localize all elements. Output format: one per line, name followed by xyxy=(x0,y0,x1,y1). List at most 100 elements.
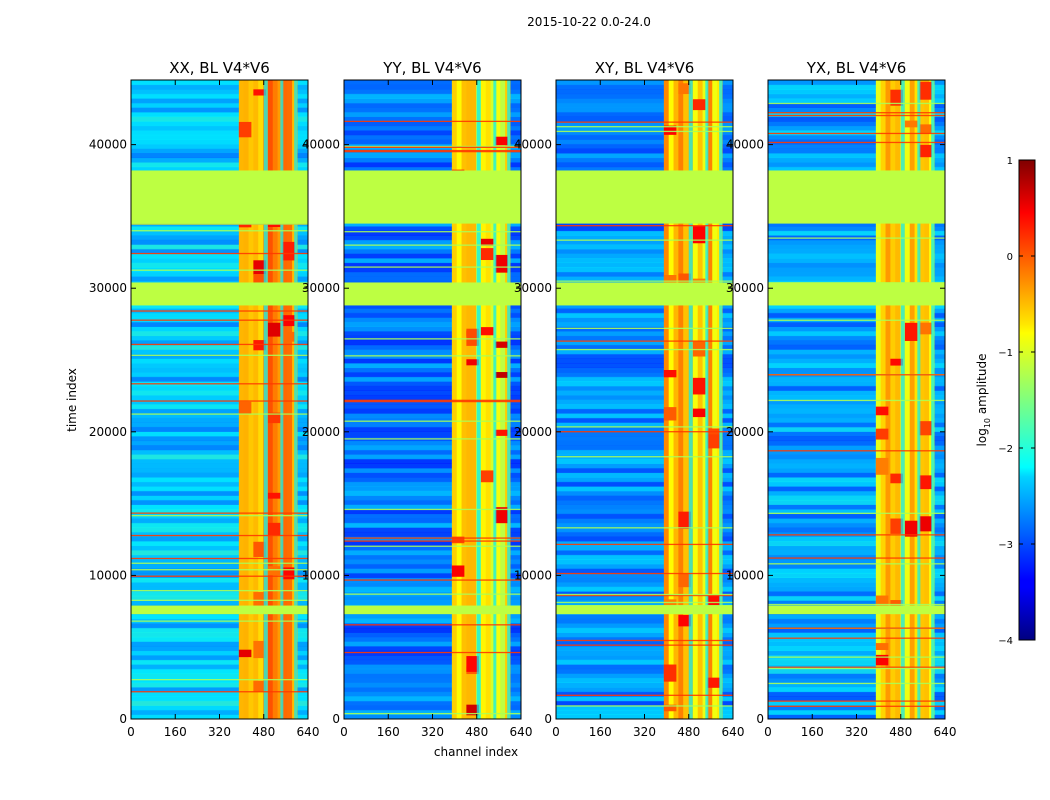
rfi-hot-block xyxy=(495,254,508,273)
heatmap-row xyxy=(768,107,945,113)
heatmap-row xyxy=(131,586,308,592)
heatmap-row xyxy=(131,344,308,350)
heatmap-row xyxy=(768,102,945,108)
rfi-streak xyxy=(344,712,521,715)
heatmap-row xyxy=(131,102,308,108)
heatmap-row xyxy=(768,614,945,620)
heatmap-row xyxy=(131,376,308,382)
rfi-column xyxy=(500,80,506,719)
heatmap-row xyxy=(131,636,308,642)
heatmap-row xyxy=(131,486,308,492)
heatmap-row xyxy=(768,449,945,455)
rfi-streak xyxy=(344,231,521,233)
rfi-hot-block xyxy=(692,226,706,244)
heatmap-row xyxy=(768,577,945,583)
rfi-hot-block xyxy=(282,241,295,261)
heatmap-row xyxy=(556,404,733,410)
rfi-column xyxy=(880,80,887,719)
rfi-column xyxy=(277,80,283,719)
heatmap-row xyxy=(131,326,308,332)
heatmap-row xyxy=(556,134,733,140)
heatmap-row xyxy=(344,705,521,711)
heatmap-row xyxy=(556,522,733,528)
heatmap-row xyxy=(768,436,945,442)
heatmap-row xyxy=(556,408,733,414)
heatmap-row xyxy=(768,367,945,373)
heatmap-row xyxy=(556,267,733,273)
y-tick-label: 40000 xyxy=(89,138,127,152)
rfi-hot-block xyxy=(904,520,918,537)
rfi-streak xyxy=(556,280,733,282)
heatmap-row xyxy=(344,440,521,446)
rfi-column xyxy=(253,80,259,719)
heatmap-row xyxy=(344,253,521,259)
heatmap-row xyxy=(768,230,945,236)
rfi-streak xyxy=(556,126,733,128)
rfi-streak xyxy=(556,594,733,597)
heatmap-row xyxy=(768,586,945,592)
heatmap-row xyxy=(556,513,733,519)
rfi-column xyxy=(461,80,467,719)
heatmap-row xyxy=(768,226,945,232)
rfi-column xyxy=(707,80,713,719)
panel-1: YY, BL V4*V6 0 160 320 480 640 0 10000 20000 3000… xyxy=(302,59,533,739)
heatmap-row xyxy=(344,677,521,683)
heatmap-row xyxy=(131,591,308,597)
rfi-column xyxy=(495,80,501,719)
rfi-streak xyxy=(556,644,733,646)
heatmap-row xyxy=(131,499,308,505)
rfi-hot-block xyxy=(480,238,494,246)
rfi-streak xyxy=(768,141,945,144)
y-tick-label: 30000 xyxy=(302,281,340,295)
heatmap-row xyxy=(768,422,945,428)
rfi-column xyxy=(451,80,458,719)
y-tick-label: 30000 xyxy=(726,281,764,295)
heatmap-row xyxy=(768,673,945,679)
heatmap-row xyxy=(131,385,308,391)
heatmap-row xyxy=(768,111,945,118)
rfi-hot-block xyxy=(919,81,932,100)
heatmap-row xyxy=(556,550,733,556)
heatmap-row xyxy=(131,153,308,159)
heatmap-row xyxy=(131,235,308,241)
heatmap-row xyxy=(556,125,733,131)
rfi-column xyxy=(248,80,254,719)
heatmap-row xyxy=(556,93,733,99)
rfi-hot-block xyxy=(904,120,918,128)
heatmap-row xyxy=(556,595,733,601)
heatmap-row xyxy=(344,417,521,423)
heatmap-row xyxy=(344,89,521,95)
heatmap-row xyxy=(556,509,733,515)
heatmap-row xyxy=(131,440,308,446)
x-tick-label: 480 xyxy=(252,725,275,739)
heatmap-row xyxy=(556,381,733,387)
heatmap-row xyxy=(344,130,521,136)
heatmap-row xyxy=(556,344,733,350)
heatmap-row xyxy=(768,221,945,227)
heatmap-row xyxy=(131,358,308,364)
heatmap-row xyxy=(344,381,521,387)
rfi-hot-block xyxy=(692,408,706,418)
rfi-streak xyxy=(556,456,733,458)
heatmap-row xyxy=(131,121,308,127)
heatmap-row xyxy=(768,93,945,99)
heatmap-row xyxy=(131,682,308,688)
heatmap-row xyxy=(344,235,521,241)
panel-title: YY, BL V4*V6 xyxy=(382,59,481,77)
heatmap-row xyxy=(344,157,521,163)
heatmap-row xyxy=(556,582,733,588)
heatmap-row xyxy=(556,568,733,574)
heatmap-row xyxy=(556,554,733,560)
heatmap-row xyxy=(344,321,521,327)
rfi-streak xyxy=(131,413,308,415)
heatmap-row xyxy=(344,226,521,232)
heatmap-row xyxy=(131,331,308,337)
rfi-hot-block xyxy=(663,704,677,712)
heatmap-row xyxy=(768,381,945,387)
x-tick-label: 0 xyxy=(127,725,135,739)
heatmap-row xyxy=(556,413,733,419)
heatmap-row xyxy=(556,372,733,378)
rfi-column xyxy=(485,80,492,719)
heatmap-row xyxy=(768,600,945,606)
heatmap-row xyxy=(768,248,945,254)
